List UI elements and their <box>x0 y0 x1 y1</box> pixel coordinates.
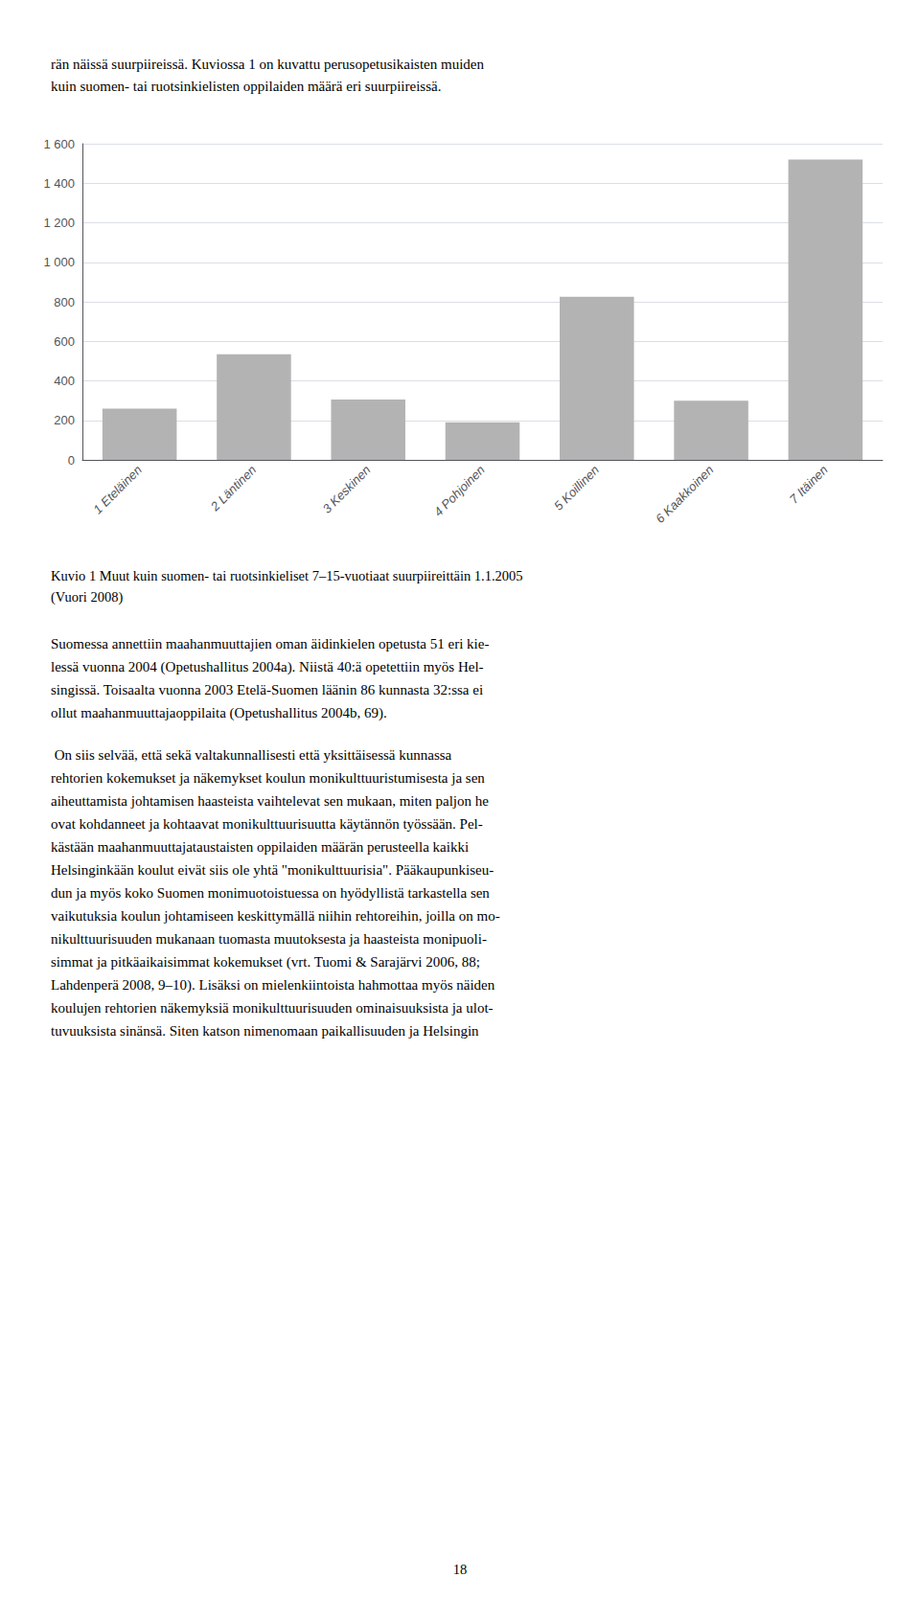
svg-text:800: 800 <box>53 295 75 310</box>
svg-text:5 Koillinen: 5 Koillinen <box>551 462 602 514</box>
svg-text:2 Läntinen: 2 Läntinen <box>207 462 259 515</box>
svg-text:Kuvio 1 Muut kuin suomen- tai: Kuvio 1 Muut kuin suomen- tai ruotsinkie… <box>50 568 524 584</box>
svg-text:1 000: 1 000 <box>43 254 75 270</box>
svg-text:(Vuori 2008): (Vuori 2008) <box>50 589 123 606</box>
svg-text:Suomessa annettiin maahanmuutt: Suomessa annettiin maahanmuuttajien oman… <box>50 636 489 652</box>
svg-text:kuin suomen- tai ruotsinkielis: kuin suomen- tai ruotsinkielisten oppila… <box>50 78 441 94</box>
svg-text:dun ja myös koko Suomen monimu: dun ja myös koko Suomen monimuotoistuess… <box>50 885 490 901</box>
svg-text:Lahdenperä 2008, 9–10). Lisäks: Lahdenperä 2008, 9–10). Lisäksi on miele… <box>50 977 496 994</box>
svg-text:1 200: 1 200 <box>43 215 75 230</box>
svg-text:1 400: 1 400 <box>43 176 75 191</box>
svg-text:On siis selvää, että sekä valt: On siis selvää, että sekä valtakunnallis… <box>50 747 453 763</box>
svg-text:3 Keskinen: 3 Keskinen <box>319 462 373 517</box>
svg-text:aiheuttamista johtamisen haast: aiheuttamista johtamisen haasteista vaih… <box>50 793 489 809</box>
svg-text:0: 0 <box>68 453 75 468</box>
svg-text:7 Itäinen: 7 Itäinen <box>786 462 831 507</box>
svg-text:6 Kaakkoinen: 6 Kaakkoinen <box>652 462 716 527</box>
svg-text:rän näissä suurpiireissä. Kuvi: rän näissä suurpiireissä. Kuviossa 1 on … <box>50 56 485 72</box>
svg-text:singissä. Toisaalta vuonna 200: singissä. Toisaalta vuonna 2003 Etelä-Su… <box>50 682 483 698</box>
svg-text:1 Eteläinen: 1 Eteläinen <box>90 462 145 518</box>
svg-text:rehtorien kokemukset ja näkemy: rehtorien kokemukset ja näkemykset koulu… <box>50 770 485 786</box>
svg-text:ovat kohdanneet ja kohtaavat m: ovat kohdanneet ja kohtaavat monikulttuu… <box>50 816 483 832</box>
svg-text:Helsinginkään koulut eivät sii: Helsinginkään koulut eivät siis ole yhtä… <box>50 862 494 878</box>
svg-text:ollut maahanmuuttajaoppilaita: ollut maahanmuuttajaoppilaita (Opetushal… <box>50 705 388 722</box>
svg-text:18: 18 <box>453 1562 468 1578</box>
svg-text:vaikutuksia koulun johtamiseen: vaikutuksia koulun johtamiseen keskittym… <box>50 908 501 924</box>
svg-text:200: 200 <box>53 413 75 428</box>
svg-text:4 Pohjoinen: 4 Pohjoinen <box>431 462 488 520</box>
svg-text:lessä vuonna 2004 (Opetushalli: lessä vuonna 2004 (Opetushallitus 2004a)… <box>50 659 484 676</box>
svg-text:tuvuuksista sinänsä. Siten kat: tuvuuksista sinänsä. Siten katson nimeno… <box>50 1023 480 1039</box>
svg-text:600: 600 <box>53 334 75 349</box>
svg-text:kästään maahanmuuttajataustais: kästään maahanmuuttajataustaisten oppila… <box>50 839 469 855</box>
svg-text:simmat ja pitkäaikaisimmat kok: simmat ja pitkäaikaisimmat kokemukset (v… <box>50 954 481 971</box>
svg-text:400: 400 <box>53 373 75 389</box>
svg-text:koulujen rehtorien näkemyksiä: koulujen rehtorien näkemyksiä monikulttu… <box>50 1000 494 1016</box>
svg-text:nikulttuurisuuden mukanaan tuo: nikulttuurisuuden mukanaan tuomasta muut… <box>50 931 487 947</box>
svg-text:1 600: 1 600 <box>43 137 75 152</box>
